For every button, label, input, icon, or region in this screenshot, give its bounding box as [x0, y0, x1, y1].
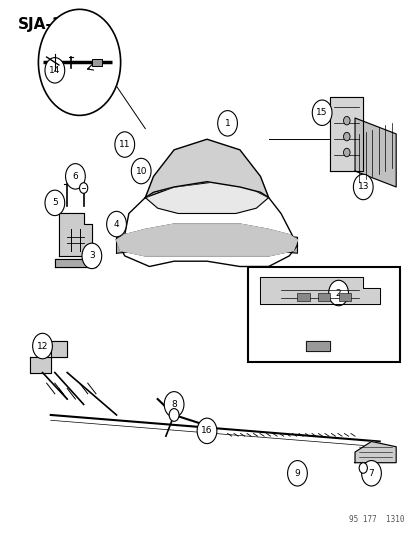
Text: 9: 9 [294, 469, 299, 478]
Circle shape [343, 116, 349, 125]
Circle shape [131, 158, 151, 184]
Circle shape [45, 58, 64, 83]
Text: SJA-1310: SJA-1310 [18, 17, 95, 33]
Polygon shape [330, 97, 362, 171]
Polygon shape [30, 341, 67, 373]
Text: 13: 13 [357, 182, 368, 191]
Polygon shape [145, 139, 268, 198]
Circle shape [353, 174, 372, 200]
Polygon shape [178, 237, 235, 245]
Circle shape [358, 463, 366, 473]
Circle shape [45, 190, 64, 216]
Circle shape [197, 418, 216, 443]
Circle shape [287, 461, 306, 486]
Bar [247, 266, 399, 362]
Text: 10: 10 [135, 166, 147, 175]
Bar [338, 293, 350, 301]
Text: 14: 14 [49, 66, 60, 75]
Text: 16: 16 [201, 426, 212, 435]
Bar [317, 293, 330, 301]
Text: 15: 15 [316, 108, 327, 117]
Text: 95 177  1310: 95 177 1310 [348, 515, 404, 523]
Polygon shape [260, 277, 379, 304]
Text: 4: 4 [114, 220, 119, 229]
Circle shape [79, 183, 88, 193]
Polygon shape [305, 341, 330, 351]
Polygon shape [116, 235, 141, 253]
Circle shape [115, 132, 134, 157]
Circle shape [82, 243, 102, 269]
Text: 12: 12 [37, 342, 48, 351]
Circle shape [38, 10, 120, 115]
Circle shape [107, 212, 126, 237]
Polygon shape [354, 441, 395, 463]
Polygon shape [145, 166, 268, 214]
Text: 7: 7 [368, 469, 373, 478]
Circle shape [169, 409, 178, 421]
Text: 11: 11 [119, 140, 130, 149]
Text: 8: 8 [171, 400, 176, 409]
Text: 1: 1 [224, 119, 230, 128]
Circle shape [328, 280, 348, 306]
Circle shape [65, 164, 85, 189]
Circle shape [217, 111, 237, 136]
Text: 6: 6 [72, 172, 78, 181]
Circle shape [164, 392, 183, 417]
Polygon shape [354, 118, 395, 187]
Circle shape [343, 132, 349, 141]
Text: 3: 3 [89, 252, 95, 261]
Polygon shape [55, 259, 96, 266]
Bar [297, 293, 309, 301]
Text: 2: 2 [335, 288, 341, 297]
Bar [92, 59, 102, 66]
Polygon shape [272, 235, 297, 253]
Circle shape [361, 461, 380, 486]
Circle shape [311, 100, 331, 125]
Text: 5: 5 [52, 198, 57, 207]
Polygon shape [116, 224, 297, 256]
Polygon shape [59, 214, 92, 256]
Circle shape [33, 333, 52, 359]
Circle shape [343, 148, 349, 157]
